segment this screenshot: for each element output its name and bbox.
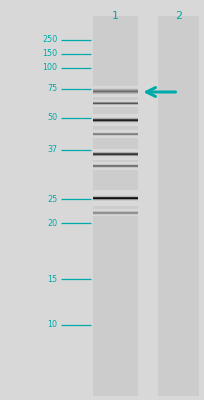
Bar (93, 194, 138, 195)
Bar (93, 203, 138, 204)
Text: 25: 25 (47, 195, 57, 204)
Bar (93, 196, 138, 197)
Text: 75: 75 (47, 84, 57, 93)
Bar (93, 193, 138, 194)
Bar (93, 190, 138, 191)
Text: 20: 20 (47, 219, 57, 228)
Bar (93, 204, 138, 205)
Text: 37: 37 (47, 146, 57, 154)
Text: 1: 1 (112, 11, 119, 21)
Bar (93, 199, 138, 200)
Text: 100: 100 (42, 64, 57, 72)
Bar (93, 192, 138, 193)
Text: 250: 250 (42, 36, 57, 44)
Bar (93, 200, 138, 201)
Text: 2: 2 (174, 11, 181, 21)
Bar (93, 205, 138, 206)
Text: 50: 50 (47, 114, 57, 122)
Bar (93, 198, 138, 199)
Bar (157, 16, 198, 396)
Text: 15: 15 (47, 275, 57, 284)
Bar (93, 16, 138, 396)
Text: 10: 10 (47, 320, 57, 329)
Bar (93, 200, 138, 201)
Text: 150: 150 (42, 50, 57, 58)
Bar (93, 197, 138, 198)
Bar (93, 195, 138, 196)
Bar (93, 191, 138, 192)
Bar (93, 201, 138, 202)
